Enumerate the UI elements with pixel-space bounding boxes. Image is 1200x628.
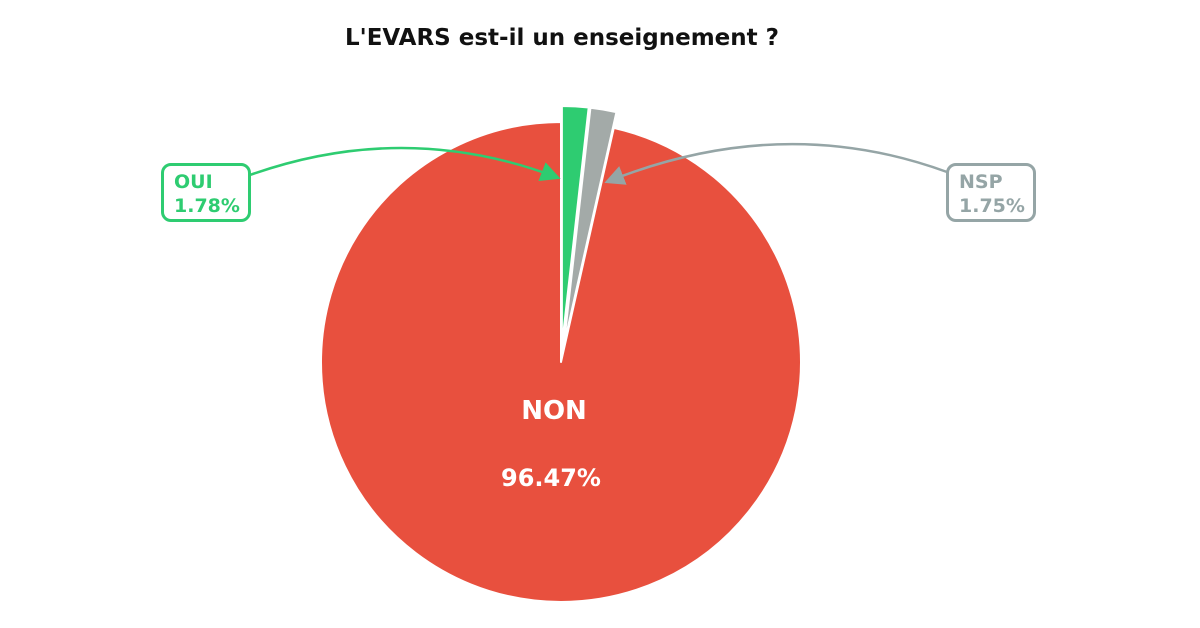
callout-nsp-value: 1.75% xyxy=(959,195,1025,217)
pie-slice-value-non: 96.47% xyxy=(501,464,601,492)
leader-line-nsp xyxy=(604,142,949,185)
chart-title: L'EVARS est-il un enseignement ? xyxy=(345,25,779,51)
leader-line-oui xyxy=(248,146,561,182)
callout-nsp-label: NSP xyxy=(959,171,1003,193)
callout-oui-value: 1.78% xyxy=(174,195,240,217)
pie-slice-oui xyxy=(560,105,590,348)
callout-box-oui: OUI 1.78% xyxy=(161,163,251,222)
pie-slice-label-non: NON xyxy=(521,396,587,426)
callout-oui-label: OUI xyxy=(174,171,213,193)
callout-box-nsp: NSP 1.75% xyxy=(946,163,1036,222)
pie-slice-nsp xyxy=(562,106,618,348)
pie-slice-non xyxy=(320,121,802,603)
